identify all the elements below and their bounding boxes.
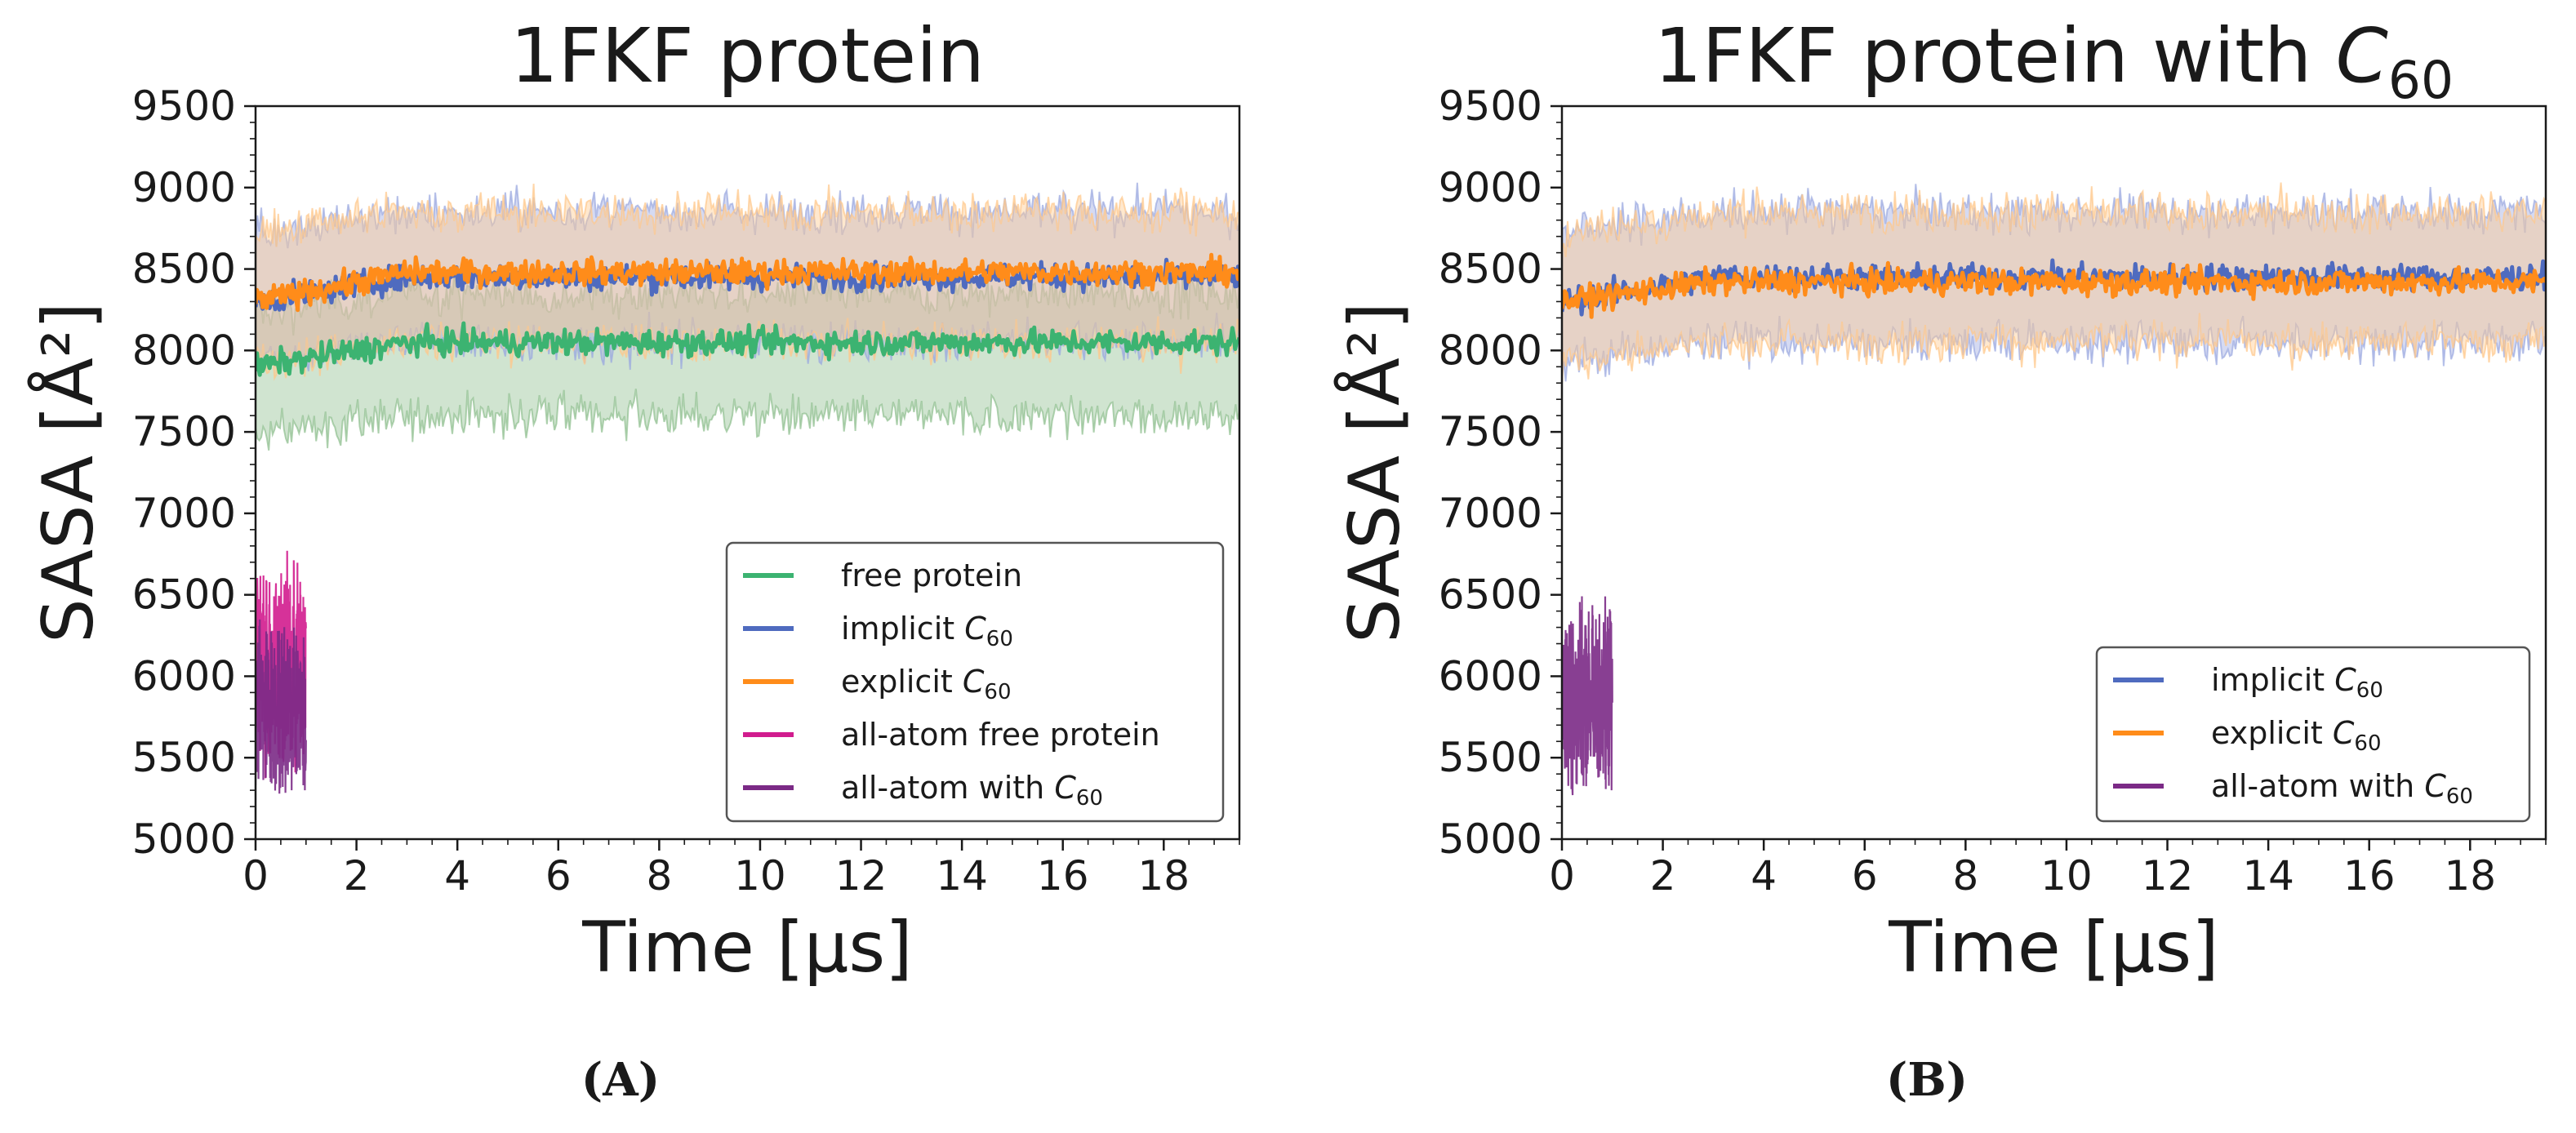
x-tick-label: 12: [2142, 852, 2194, 900]
x-tick-label: 4: [444, 852, 470, 900]
legend-label-aa_c60: all-atom with C60: [2211, 768, 2473, 809]
x-tick-label: 0: [242, 852, 269, 900]
x-axis-label: Time [µs]: [581, 907, 912, 989]
legend: implicit C60 explicit C60 all-atom with C6…: [2095, 646, 2531, 823]
x-tick-label: 0: [1549, 852, 1575, 900]
legend-frame: [725, 541, 1225, 823]
x-tick-label: 8: [646, 852, 672, 900]
legend: free protein implicit C60 explicit C60 all-…: [725, 541, 1225, 823]
y-tick-label: 5000: [1439, 815, 1542, 863]
band-free: [256, 267, 1239, 451]
panel-b: 5000 5500 6000 6500 7000 7500 8000 8500 9000 9500…: [1333, 12, 2547, 989]
y-tick-label: 5500: [1439, 734, 1542, 781]
y-tick-label: 9000: [132, 164, 236, 211]
legend-label-aa_free: all-atom free protein: [841, 717, 1160, 753]
chart-title: 1FKF protein: [510, 12, 985, 100]
x-tick-label: 2: [1650, 852, 1676, 900]
x-tick-label: 16: [1037, 852, 1089, 900]
legend-label-explicit: explicit C60: [2211, 715, 2382, 756]
axes-frame: [1560, 104, 2547, 841]
y-tick-label: 9500: [1439, 82, 1542, 130]
series-aa_c60: [1562, 596, 1613, 796]
x-tick-label: 6: [1852, 852, 1878, 900]
x-tick-label: 14: [936, 852, 988, 900]
x-tick-label: 12: [835, 852, 888, 900]
y-axis-label: SASA [Å²]: [1333, 302, 1416, 643]
y-tick-label: 7000: [1439, 490, 1542, 537]
chart-title: 1FKF protein with C60: [1654, 12, 2454, 110]
legend-frame: [2095, 646, 2531, 823]
y-tick-label: 7500: [132, 408, 236, 455]
x-tick-label: 2: [344, 852, 370, 900]
x-tick-label: 6: [545, 852, 572, 900]
panel-label-a: (A): [581, 1053, 660, 1107]
legend-label-implicit: implicit C60: [841, 611, 1013, 651]
y-tick-label: 6500: [1439, 571, 1542, 619]
y-axis-label: SASA [Å²]: [27, 302, 109, 643]
y-tick-label: 9500: [132, 82, 236, 130]
x-tick-label: 16: [2343, 852, 2396, 900]
x-tick-label: 18: [1137, 852, 1190, 900]
series-explicit: [256, 252, 1239, 313]
y-tick-label: 8500: [132, 246, 236, 293]
panel-a: 5000 5500 6000 6500 7000 7500 8000 8500 9000 9500…: [27, 12, 1241, 989]
x-tick-label: 8: [1952, 852, 1978, 900]
y-tick-label: 9000: [1439, 164, 1542, 211]
axes-frame: [254, 104, 1241, 841]
y-tick-label: 8500: [1439, 246, 1542, 293]
legend-label-free: free protein: [841, 558, 1022, 593]
y-tick-label: 6000: [1439, 652, 1542, 700]
x-axis-label: Time [µs]: [1888, 907, 2218, 989]
x-tick-label: 10: [734, 852, 786, 900]
series-explicit: [1562, 260, 2546, 319]
legend-label-implicit: implicit C60: [2211, 662, 2383, 703]
panel-label-b: (B): [1886, 1053, 1968, 1107]
x-tick-label: 18: [2444, 852, 2496, 900]
y-tick-label: 5000: [132, 815, 236, 863]
plot-area: [1562, 182, 2546, 796]
y-tick-label: 6000: [132, 652, 236, 700]
legend-label-explicit: explicit C60: [841, 664, 1012, 704]
x-tick-label: 4: [1751, 852, 1777, 900]
x-tick-label: 14: [2242, 852, 2294, 900]
legend-label-aa_c60: all-atom with C60: [841, 770, 1103, 811]
series-free: [256, 321, 1239, 377]
x-tick-label: 10: [2040, 852, 2093, 900]
y-tick-label: 7500: [1439, 408, 1542, 455]
y-tick-label: 7000: [132, 490, 236, 537]
y-tick-label: 5500: [132, 734, 236, 781]
y-tick-label: 8000: [132, 327, 236, 374]
plot-area: [256, 182, 1239, 794]
y-tick-label: 6500: [132, 571, 236, 619]
y-tick-label: 8000: [1439, 327, 1542, 374]
series-aa_c60: [256, 619, 307, 794]
